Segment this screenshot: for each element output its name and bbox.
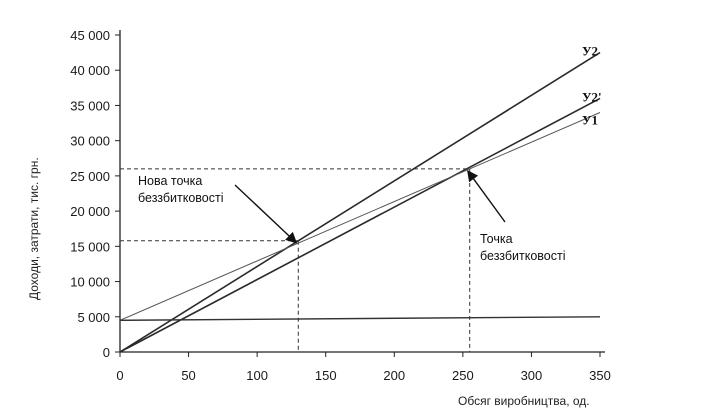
y-tick-label: 40 000 — [70, 63, 110, 78]
x-tick-label: 300 — [521, 368, 543, 383]
x-tick-label: 0 — [116, 368, 123, 383]
annotation-text: Точка — [480, 232, 513, 246]
y-tick-label: 10 000 — [70, 275, 110, 290]
series-label: У1 — [582, 112, 598, 127]
annotation-arrow — [467, 169, 506, 223]
x-tick-label: 100 — [246, 368, 268, 383]
series-line — [119, 51, 601, 353]
series-label: У2' — [582, 89, 602, 104]
x-tick-label: 150 — [315, 368, 337, 383]
annotation-text: беззбитковості — [480, 249, 566, 263]
y-tick-label: 30 000 — [70, 134, 110, 149]
y-tick-label: 25 000 — [70, 169, 110, 184]
x-tick-label: 350 — [589, 368, 611, 383]
x-axis-label: Обсяг виробництва, од. — [458, 394, 590, 408]
y-tick-label: 20 000 — [70, 204, 110, 219]
y-axis-label: Доходи, затрати, тис. грн. — [27, 157, 41, 300]
axes — [119, 30, 605, 353]
y-tick-label: 15 000 — [70, 239, 110, 254]
y-tick-label: 5 000 — [77, 310, 110, 325]
series-line — [119, 316, 601, 321]
series-labels: У2 У2' У1 — [582, 44, 602, 128]
x-tick-label: 250 — [452, 368, 474, 383]
y-tick-label: 45 000 — [70, 28, 110, 43]
series-line — [119, 112, 601, 321]
x-tick-label: 50 — [181, 368, 195, 383]
y-tick-label: 35 000 — [70, 98, 110, 113]
y-tick-label: 0 — [103, 345, 110, 360]
series-label: У2 — [582, 44, 598, 59]
annotations: Нова точка беззбитковості Точка беззбитково… — [138, 169, 566, 263]
annotation-text: беззбитковості — [138, 191, 224, 205]
series-lines — [119, 51, 601, 353]
ticks: 0 5 000 10 000 15 000 20 000 25 000 30 000 35 0… — [70, 28, 611, 383]
annotation-text: Нова точка — [138, 174, 202, 188]
series-line — [119, 97, 601, 353]
guide-lines — [120, 168, 471, 352]
x-tick-label: 200 — [383, 368, 405, 383]
annotation-arrow — [234, 184, 298, 244]
